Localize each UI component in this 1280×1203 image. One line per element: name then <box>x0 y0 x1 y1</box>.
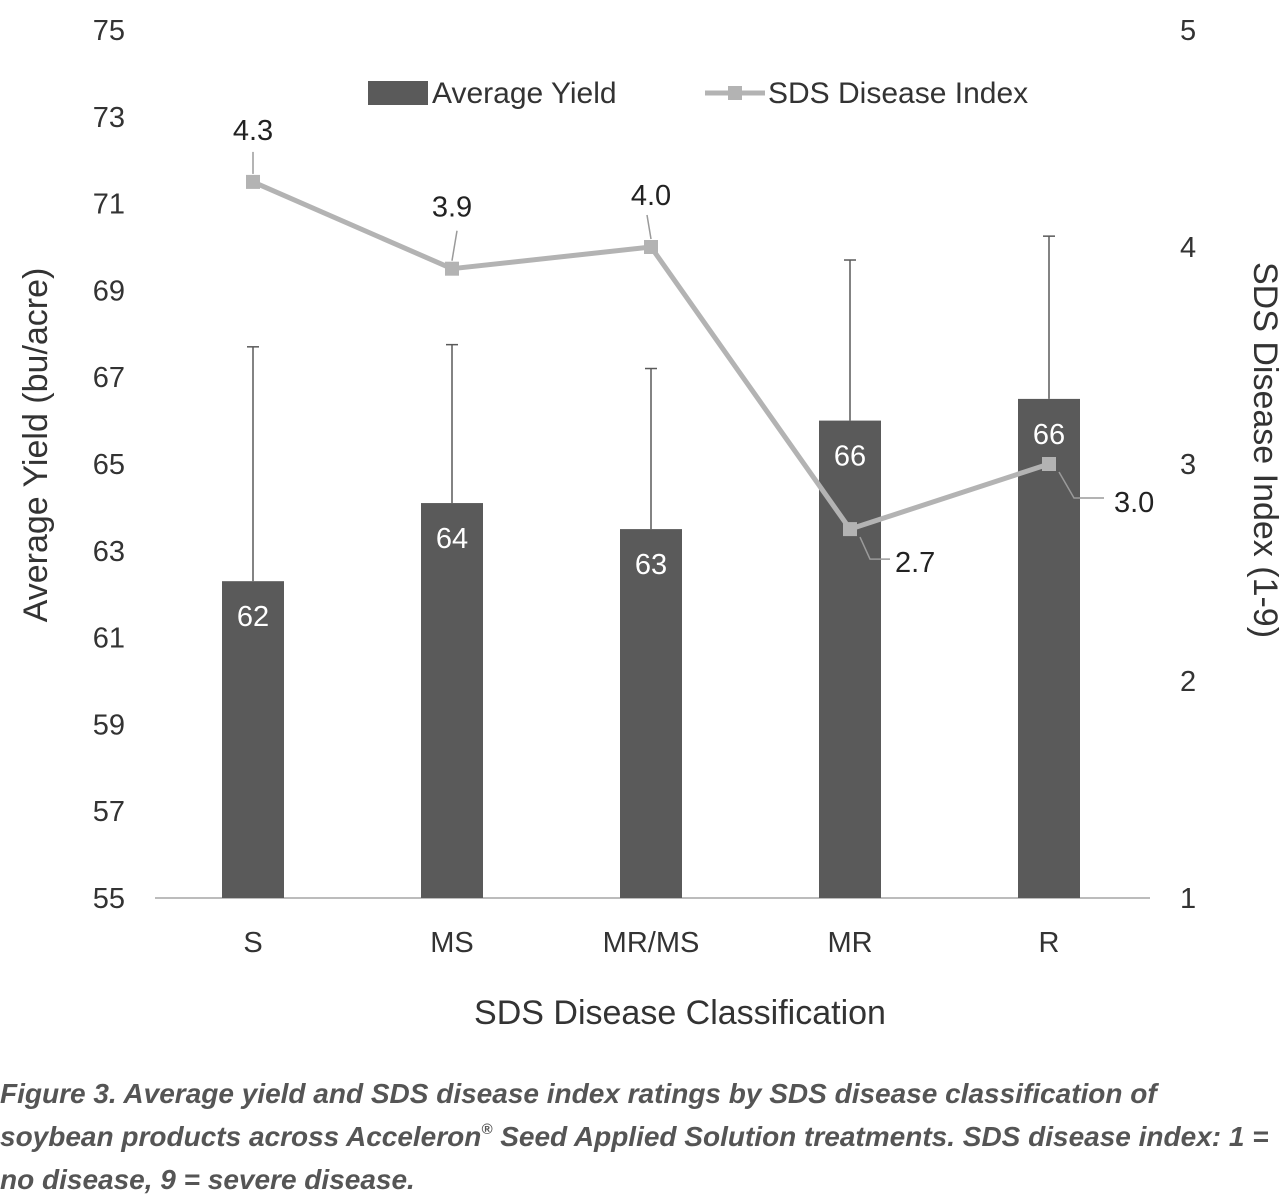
bar <box>819 420 881 898</box>
bar-data-label: 62 <box>237 601 269 633</box>
y2-tick-label: 1 <box>1180 883 1196 915</box>
line-data-label: 2.7 <box>895 547 935 579</box>
y2-tick-label: 2 <box>1180 666 1196 698</box>
line-marker <box>843 522 857 537</box>
line-data-label: 3.9 <box>432 192 472 224</box>
data-label-leader <box>859 536 890 560</box>
figure-caption: Figure 3. Average yield and SDS disease … <box>0 1072 1270 1201</box>
legend-swatch-bar <box>368 81 428 105</box>
x-tick-label: MR/MS <box>603 927 700 959</box>
y-tick-label: 59 <box>93 709 125 741</box>
line-marker <box>1042 457 1056 471</box>
bar <box>620 529 682 898</box>
line-series <box>246 174 1056 537</box>
data-label-leader <box>1058 471 1104 499</box>
y-tick-label: 63 <box>93 536 125 568</box>
bar <box>1018 398 1080 898</box>
bar-data-label: 64 <box>436 523 468 555</box>
caption-text-continued: Seed Applied Solution treatments. SDS di… <box>0 1121 1269 1195</box>
y-tick-label: 69 <box>93 275 125 307</box>
y-tick-label: 73 <box>93 102 125 134</box>
line-marker <box>644 240 658 254</box>
y2-tick-label: 5 <box>1180 15 1196 47</box>
x-axis-title: SDS Disease Classification <box>474 994 886 1032</box>
x-tick-label: R <box>1039 927 1060 959</box>
legend-label-line: SDS Disease Index <box>768 77 1028 110</box>
y-tick-label: 75 <box>93 15 125 47</box>
line-data-label: 3.0 <box>1114 487 1154 519</box>
registered-mark: ® <box>481 1121 493 1138</box>
legend-swatch-marker <box>728 86 742 100</box>
right-axis-ticks: 1 2 3 4 5 <box>1180 15 1196 915</box>
y2-tick-label: 3 <box>1180 449 1196 481</box>
y-tick-label: 55 <box>93 883 125 915</box>
line-data-labels: 4.3 3.9 4.0 2.7 3.0 <box>233 115 1154 579</box>
y-axis-title: Average Yield (bu/acre) <box>17 268 55 623</box>
bar <box>421 503 483 898</box>
line-marker <box>246 174 260 189</box>
error-bars <box>247 235 1055 582</box>
y-tick-label: 71 <box>93 189 125 221</box>
y2-axis-title: SDS Disease Index (1-9) <box>1246 262 1280 638</box>
y-tick-label: 57 <box>93 796 125 828</box>
y2-tick-label: 4 <box>1180 232 1196 264</box>
x-tick-label: MR <box>827 927 872 959</box>
x-tick-label: S <box>243 927 262 959</box>
bar-data-label: 66 <box>834 441 866 473</box>
y-tick-label: 67 <box>93 362 125 394</box>
data-label-leader <box>646 214 652 240</box>
bar-data-label: 66 <box>1033 419 1065 451</box>
caption-text: Figure 3. Average yield and SDS disease … <box>0 1078 1157 1152</box>
data-label-leader <box>451 230 458 261</box>
bar-data-labels: 62 64 63 66 66 <box>237 419 1065 633</box>
line-data-label: 4.0 <box>631 180 671 212</box>
bar <box>222 581 284 898</box>
x-tick-label: MS <box>430 927 474 959</box>
line-marker <box>445 261 459 276</box>
bar-data-label: 63 <box>635 549 667 581</box>
left-axis-ticks: 55 57 59 61 63 65 67 69 71 73 75 <box>93 15 125 915</box>
line-data-label: 4.3 <box>233 115 273 147</box>
y-tick-label: 65 <box>93 449 125 481</box>
legend-label-bar: Average Yield <box>432 77 617 110</box>
x-axis-ticks: S MS MR/MS MR R <box>243 927 1059 959</box>
legend: Average Yield SDS Disease Index <box>368 77 1028 110</box>
y-tick-label: 61 <box>93 623 125 655</box>
